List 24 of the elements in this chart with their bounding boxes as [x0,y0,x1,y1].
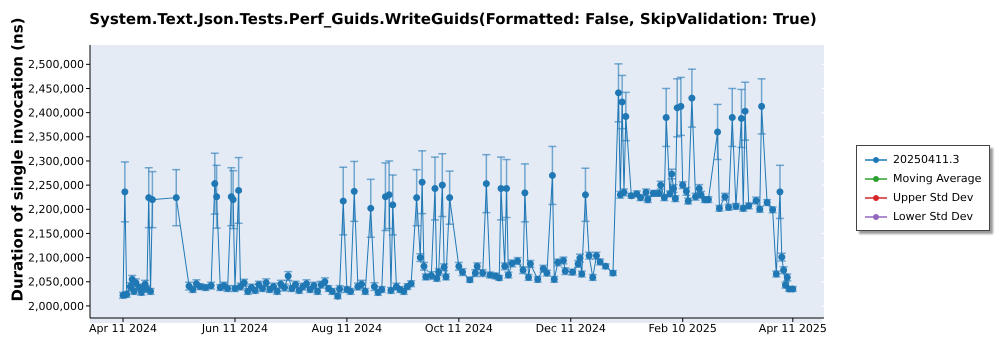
legend-label: 20250411.3 [893,153,960,166]
y-tick-label: 2,350,000 [28,130,84,144]
x-tick-label: Dec 11 2024 [536,322,606,335]
chart-title: System.Text.Json.Tests.Perf_Guids.WriteGuids(Formatted: False, SkipValidation: True) [88,10,818,28]
y-tick-label: 2,450,000 [28,82,84,96]
legend-label: Upper Std Dev [893,191,974,204]
x-tick-label: Apr 11 2024 [89,322,158,335]
x-tick-label: Oct 11 2024 [424,322,493,335]
y-tick-label: 2,400,000 [28,106,84,120]
y-tick-label: 2,000,000 [28,300,84,313]
y-tick-label: 2,100,000 [28,252,84,265]
y-tick-label: 2,050,000 [28,276,84,289]
y-tick-label: 2,200,000 [28,203,84,216]
y-tick-label: 2,250,000 [28,179,84,192]
y-tick-label: 2,150,000 [28,227,84,240]
x-tick-label: Jun 11 2024 [200,322,268,335]
legend-label: Lower Std Dev [893,210,973,223]
y-tick-label: 2,500,000 [28,58,84,72]
legend-label: Moving Average [893,172,982,185]
y-axis-title: Duration of single invocation (ns) [8,18,26,302]
x-tick-label: Feb 10 2025 [648,322,717,335]
x-tick-label: Apr 11 2025 [758,322,827,335]
y-tick-label: 2,300,000 [28,154,84,168]
x-tick-label: Aug 11 2024 [312,322,382,335]
